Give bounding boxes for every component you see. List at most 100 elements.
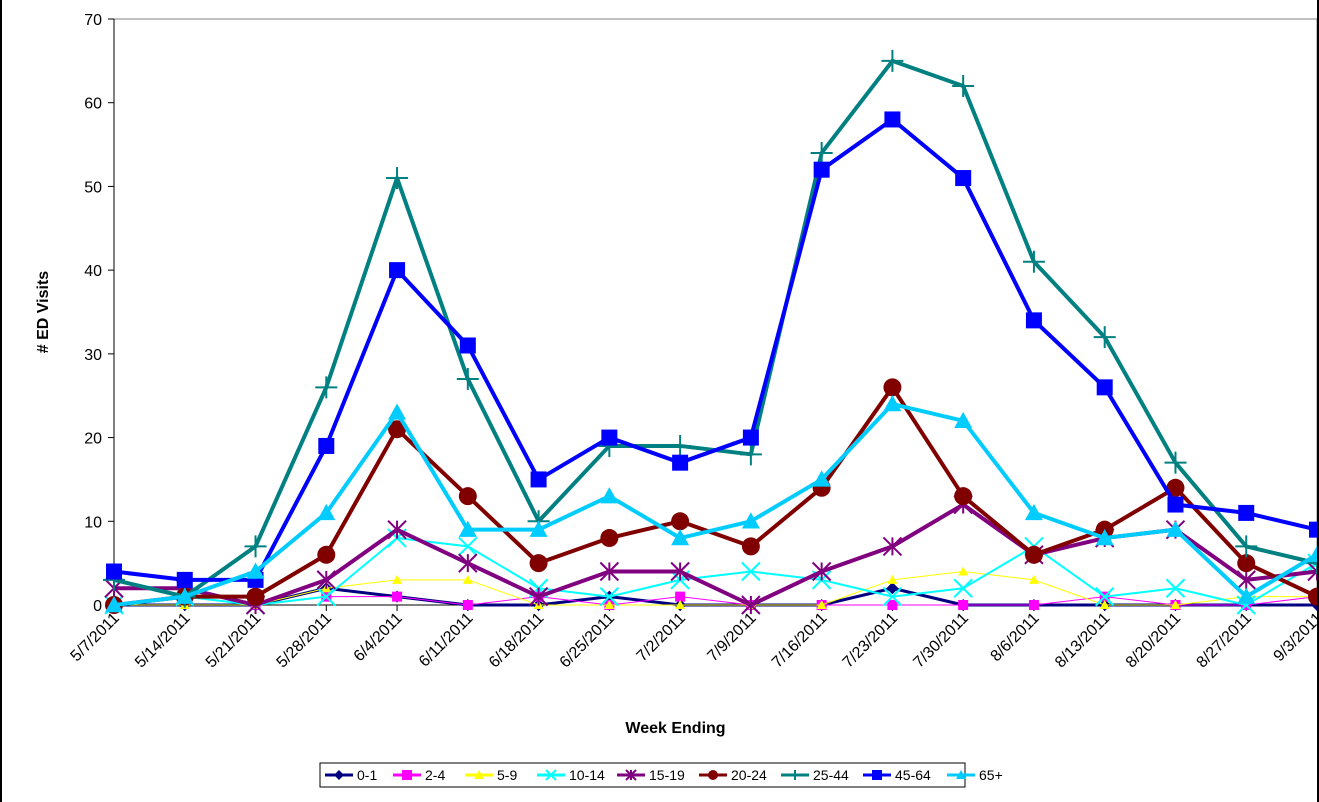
legend-marker-0-1 — [334, 770, 344, 780]
point-45-64-0 — [106, 563, 122, 580]
point-45-64-13 — [1025, 312, 1042, 329]
series-line-45-64 — [113, 117, 1317, 582]
legend-label-0-1: 0-1 — [357, 767, 377, 783]
point-45-64-7 — [601, 429, 618, 446]
y-tick-label-3: 30 — [84, 347, 102, 364]
point-25-44-13 — [1022, 250, 1045, 273]
x-tick-label-0: 5/7/2011 — [68, 610, 123, 665]
x-tick-label-8: 7/2/2011 — [634, 610, 689, 665]
y-tick-label-2: 20 — [84, 431, 102, 448]
point-15-19-6 — [528, 586, 549, 607]
point-65+-10 — [812, 470, 831, 487]
point-20-24-5 — [458, 487, 477, 506]
series-20-24 — [105, 378, 1317, 614]
point-5-9-10 — [816, 600, 827, 609]
point-65+-9 — [741, 512, 760, 529]
point-25-44-12 — [952, 74, 975, 97]
point-65+-0 — [105, 596, 123, 613]
point-5-9-14 — [1099, 600, 1110, 609]
point-2-4-11 — [887, 600, 898, 610]
point-15-19-16 — [1236, 570, 1256, 590]
point-45-64-5 — [459, 337, 476, 354]
point-10-14-7 — [599, 586, 620, 607]
point-20-24-13 — [1024, 545, 1043, 564]
point-25-44-11 — [881, 49, 904, 72]
x-tick-label-6: 6/18/2011 — [486, 610, 548, 672]
point-25-44-16 — [1235, 535, 1258, 558]
point-45-64-11 — [884, 111, 901, 128]
point-25-44-4 — [386, 167, 409, 190]
point-65+-2 — [246, 562, 265, 579]
x-axis-title: Week Ending — [625, 720, 725, 737]
point-45-64-8 — [672, 454, 689, 471]
legend-label-20-24: 20-24 — [731, 767, 767, 783]
point-20-24-8 — [671, 512, 690, 531]
point-25-44-17 — [1306, 552, 1317, 575]
point-65+-6 — [529, 520, 548, 537]
point-45-64-17 — [1309, 521, 1317, 538]
point-65+-7 — [600, 487, 619, 504]
point-20-24-11 — [883, 378, 902, 397]
y-axis-title: # ED Visits — [35, 271, 52, 354]
point-5-9-4 — [392, 574, 403, 584]
point-5-9-11 — [887, 574, 898, 584]
legend-marker-15-19 — [625, 769, 637, 781]
point-0-1-11 — [886, 582, 899, 595]
x-tick-label-3: 5/28/2011 — [274, 610, 336, 672]
point-25-44-2 — [244, 535, 267, 558]
series-line-5-9 — [114, 571, 1317, 606]
x-tick-label-7: 6/25/2011 — [557, 610, 619, 672]
y-tick-label-5: 50 — [84, 179, 102, 196]
point-20-24-16 — [1237, 554, 1256, 573]
point-2-4-13 — [1028, 600, 1039, 610]
point-15-19-8 — [670, 561, 690, 582]
point-45-64-14 — [1096, 379, 1113, 396]
x-tick-label-14: 8/13/2011 — [1052, 610, 1114, 672]
legend-marker-20-24 — [708, 770, 718, 780]
x-tick-label-9: 7/9/2011 — [704, 610, 759, 665]
point-15-19-11 — [882, 536, 903, 557]
point-45-64-12 — [955, 170, 972, 187]
point-20-24-9 — [741, 537, 760, 556]
point-20-24-15 — [1166, 478, 1185, 497]
point-10-14-12 — [953, 578, 973, 598]
point-45-64-10 — [813, 161, 830, 178]
point-25-44-3 — [315, 376, 338, 399]
point-45-64-3 — [318, 437, 335, 454]
series-45-64 — [106, 111, 1317, 588]
point-65+-15 — [1166, 520, 1185, 537]
point-5-9-13 — [1028, 574, 1039, 584]
x-tick-label-2: 5/21/2011 — [203, 610, 265, 672]
point-25-44-8 — [669, 434, 692, 457]
point-10-14-14 — [1095, 586, 1115, 607]
y-tick-label-6: 60 — [84, 96, 102, 113]
point-45-64-9 — [742, 429, 759, 446]
legend-label-5-9: 5-9 — [497, 767, 517, 783]
point-5-9-12 — [958, 566, 969, 576]
legend-label-45-64: 45-64 — [895, 767, 931, 783]
y-tick-label-0: 0 — [93, 598, 102, 615]
point-15-19-4 — [387, 519, 407, 540]
legend-label-65+: 65+ — [979, 767, 1003, 783]
point-20-24-7 — [600, 529, 619, 548]
x-tick-label-15: 8/20/2011 — [1123, 610, 1185, 672]
x-tick-label-4: 6/4/2011 — [351, 610, 406, 665]
series-line-15-19 — [114, 502, 1317, 607]
y-tick-label-1: 10 — [84, 514, 102, 531]
legend-marker-5-9 — [474, 770, 484, 779]
x-tick-label-10: 7/16/2011 — [769, 610, 831, 672]
point-15-19-5 — [458, 553, 478, 573]
x-tick-label-11: 7/23/2011 — [840, 610, 902, 672]
point-65+-17 — [1308, 545, 1317, 562]
point-20-24-2 — [246, 587, 265, 606]
point-25-44-15 — [1164, 451, 1187, 474]
legend-label-2-4: 2-4 — [425, 767, 445, 783]
point-65+-4 — [388, 403, 407, 420]
point-20-24-4 — [388, 420, 407, 439]
point-15-19-9 — [741, 595, 761, 615]
point-25-44-5 — [456, 367, 479, 390]
legend-label-10-14: 10-14 — [569, 767, 605, 783]
point-15-19-10 — [811, 561, 832, 582]
point-10-14-15 — [1165, 578, 1186, 598]
